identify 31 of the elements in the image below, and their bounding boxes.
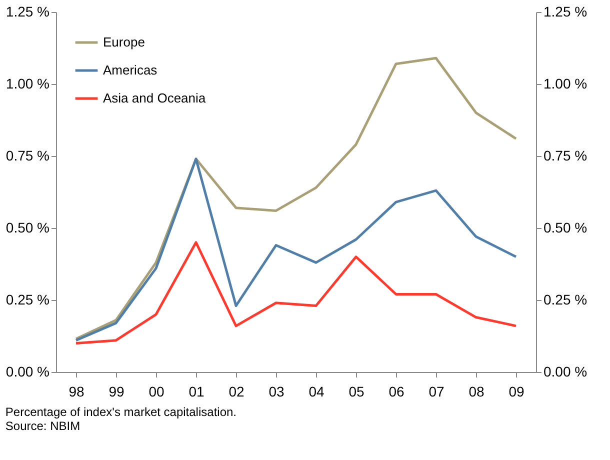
x-tick-label: 07 [428,384,444,400]
x-tick-label: 05 [348,384,364,400]
line-series [74,241,518,344]
y2-tick-label: 0.00 % [544,364,588,380]
legend-label: Europe [103,34,145,50]
y2-tick-label: 0.25 % [544,292,588,308]
line-series [74,158,518,342]
x-tick-label: 04 [308,384,324,400]
y-tick-label: 0.50 % [6,220,50,236]
x-tick-label: 01 [188,384,204,400]
x-tick-label: 98 [68,384,84,400]
x-tick-label: 00 [148,384,164,400]
y2-tick-label: 0.75 % [544,148,588,164]
y-tick-label: 0.75 % [6,148,50,164]
legend-label: Asia and Oceania [103,90,206,106]
y-tick-label: 1.00 % [6,76,50,92]
source-note: Source: NBIM [5,419,80,433]
y2-tick-label: 0.50 % [544,220,588,236]
text: Percentage of index's market capitalisation. [5,405,237,419]
x-tick-label: 06 [388,384,404,400]
y-tick-label: 0.25 % [6,292,50,308]
y2-tick-label: 1.25 % [544,4,588,20]
y-tick-label: 0.00 % [6,364,50,380]
x-tick-label: 99 [108,384,124,400]
x-tick-label: 02 [228,384,244,400]
y-tick-label: 1.25 % [6,4,50,20]
x-tick-label: 08 [468,384,484,400]
y2-tick-label: 1.00 % [544,76,588,92]
x-tick-label: 03 [268,384,284,400]
legend-label: Americas [103,62,158,78]
x-tick-label: 09 [508,384,524,400]
